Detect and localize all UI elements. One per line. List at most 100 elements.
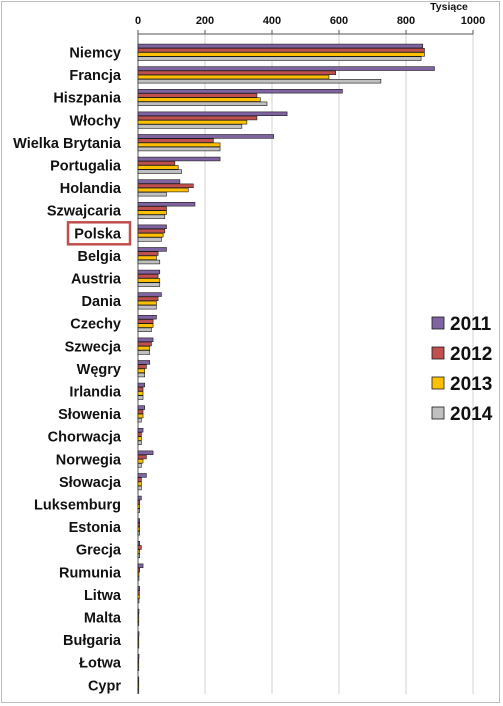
bar-2013 <box>137 52 425 57</box>
tick-label: 400 <box>263 15 281 27</box>
bar-2014 <box>137 169 182 174</box>
bar-2012 <box>137 658 140 663</box>
category-label: Austria <box>71 272 122 288</box>
bar-2013 <box>137 549 140 554</box>
bar-2014 <box>137 417 142 423</box>
category-label: Szwajcaria <box>47 204 122 220</box>
bar-2014 <box>137 79 382 84</box>
legend-label: 2011 <box>450 314 492 335</box>
category-label: Chorwacja <box>48 430 122 446</box>
bar-2013 <box>137 617 140 622</box>
bar-2011 <box>137 586 140 591</box>
category-label: Węgry <box>77 362 121 378</box>
bar-2011 <box>137 382 145 388</box>
category-label: Łotwa <box>79 656 122 672</box>
tick-label: 1000 <box>461 15 485 27</box>
bar-2014 <box>137 192 167 197</box>
category-label: Malta <box>84 611 122 627</box>
bar-2012 <box>137 183 194 188</box>
tick-label: 600 <box>330 15 348 27</box>
bar-2013 <box>137 120 248 125</box>
grid-lines <box>137 34 474 694</box>
bar-2014 <box>137 124 243 129</box>
bar-2011 <box>137 405 145 410</box>
category-label: Portugalia <box>50 159 122 175</box>
bar-2013 <box>137 187 189 193</box>
bar-2013 <box>137 210 167 215</box>
category-label: Irlandia <box>69 385 122 401</box>
bar-2013 <box>137 504 140 509</box>
bar-2012 <box>137 341 152 347</box>
bar-2011 <box>137 224 167 229</box>
bar-2011 <box>137 156 221 162</box>
category-label: Wielka Brytania <box>13 136 122 152</box>
bar-2013 <box>137 255 157 260</box>
bar-2014 <box>137 327 152 332</box>
category-label: Rumunia <box>59 565 122 581</box>
legend-swatch <box>431 406 445 420</box>
bar-2014 <box>137 395 144 400</box>
bar-2011 <box>137 676 140 682</box>
bar-2011 <box>137 495 142 501</box>
category-label: Grecja <box>76 543 122 559</box>
bar-2012 <box>137 319 154 324</box>
bar-2011 <box>137 66 435 71</box>
bar-2012 <box>137 590 140 595</box>
bar-2012 <box>137 635 140 641</box>
bar-2012 <box>137 138 214 143</box>
bar-2011 <box>137 202 196 207</box>
bar-2013 <box>137 97 261 102</box>
bar-2011 <box>137 337 154 342</box>
bar-2012 <box>137 454 147 460</box>
bar-2012 <box>137 522 140 528</box>
bar-2012 <box>137 567 140 573</box>
bar-2011 <box>137 540 140 546</box>
bar-2014 <box>137 530 140 536</box>
category-label: Włochy <box>69 113 121 129</box>
bar-2014 <box>137 643 140 649</box>
bar-2012 <box>137 499 140 505</box>
bar-2012 <box>137 161 176 166</box>
bar-2011 <box>137 314 157 320</box>
bar-2014 <box>137 576 140 581</box>
bar-2014 <box>137 101 268 107</box>
bar-2012 <box>137 70 336 76</box>
bar-2012 <box>137 386 144 392</box>
legend-label: 2014 <box>450 404 493 425</box>
bar-2014 <box>137 598 140 604</box>
category-labels: Niemcy Francja Hiszpania Włochy Wielka Bryta… <box>13 46 122 695</box>
bar-2013 <box>137 571 140 577</box>
bars <box>137 43 435 694</box>
bar-2012 <box>137 47 425 53</box>
category-label: Słowacja <box>59 475 122 491</box>
bar-2012 <box>137 115 258 121</box>
bar-2013 <box>137 481 142 486</box>
legend-swatch <box>431 346 445 360</box>
bar-2011 <box>137 427 144 433</box>
category-label: Hiszpania <box>53 91 122 107</box>
category-label: Szwecja <box>65 339 122 355</box>
bar-2013 <box>137 639 140 645</box>
bar-2014 <box>137 350 151 355</box>
bar-2013 <box>137 74 330 80</box>
bar-2012 <box>137 612 140 618</box>
category-label: Norwegia <box>56 452 122 468</box>
bar-2014 <box>137 304 157 310</box>
bar-2014 <box>137 214 166 219</box>
bar-2012 <box>137 364 147 369</box>
tick-label: 800 <box>397 15 415 27</box>
bar-2014 <box>137 372 145 378</box>
bar-2013 <box>137 594 140 600</box>
bar-2013 <box>137 526 140 532</box>
bar-2013 <box>137 684 140 690</box>
bar-2014 <box>137 440 142 445</box>
bar-2012 <box>137 206 167 211</box>
category-label: Polska <box>74 226 122 242</box>
bar-2011 <box>137 134 274 139</box>
bar-2011 <box>137 179 181 184</box>
bar-2011 <box>137 292 162 297</box>
bar-2013 <box>137 368 145 373</box>
category-label: Niemcy <box>69 46 121 62</box>
category-label: Estonia <box>69 520 122 536</box>
